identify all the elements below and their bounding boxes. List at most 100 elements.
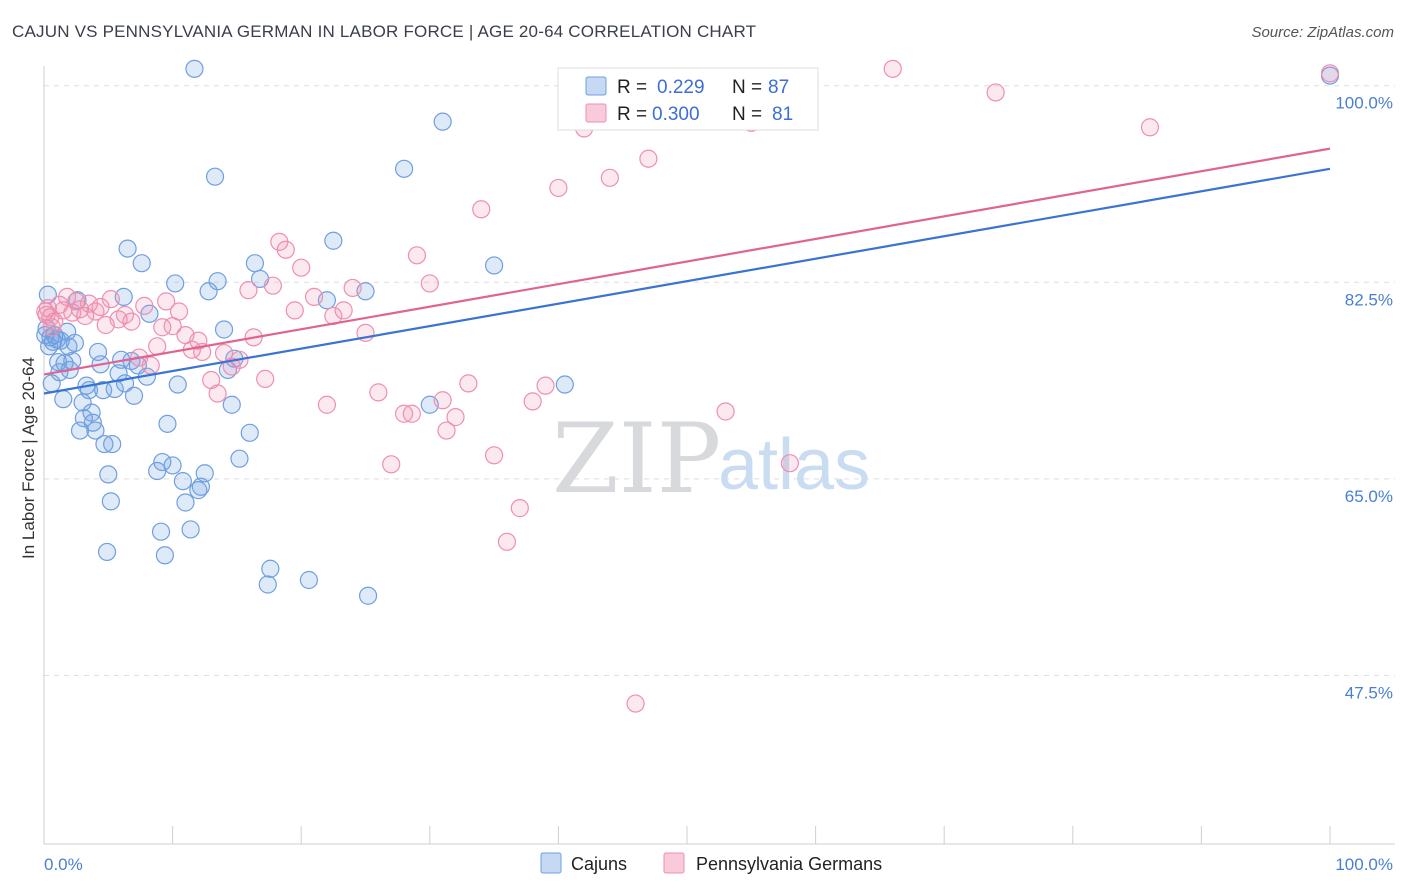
cajuns-point: [153, 452, 172, 472]
pa-germans-point: [1140, 118, 1160, 137]
pa-germans-point: [626, 694, 645, 713]
cajuns-point: [97, 542, 117, 562]
pa-germans-point: [256, 369, 275, 389]
pa-germans-point: [1320, 64, 1340, 83]
bottom-legend-swatch-pa-germans: [663, 852, 685, 874]
legend-r-label-pa-germans: R =: [617, 104, 647, 125]
cajuns-point: [109, 364, 128, 383]
cajuns-point: [103, 434, 122, 454]
cajuns-point: [258, 575, 277, 594]
cajuns-point: [245, 254, 265, 273]
cajuns-point: [299, 570, 319, 590]
pa-germans-point: [135, 296, 154, 315]
pa-germans-point: [433, 391, 452, 410]
pa-germans-point: [263, 276, 283, 295]
cajuns-point: [158, 414, 177, 433]
pa-germans-point: [141, 356, 160, 375]
cajuns-point: [95, 434, 114, 454]
cajuns-point: [124, 386, 144, 405]
legend-r-cajuns: 0.229: [657, 77, 705, 98]
x-tick-labels: 0.0% 100.0%: [44, 855, 1393, 874]
pa-germans-point: [472, 200, 491, 219]
cajuns-point: [195, 464, 214, 483]
pa-germans-point: [208, 384, 227, 403]
cajuns-point: [214, 320, 234, 339]
pa-germans-point: [420, 274, 439, 293]
cajuns-point: [324, 231, 343, 250]
pa-germans-point: [334, 301, 353, 320]
pa-germans-point: [497, 532, 517, 551]
pa-germans-point: [382, 455, 401, 474]
y-tick-label: 47.5%: [1345, 683, 1393, 702]
x-tick-label: 0.0%: [44, 855, 83, 874]
pa-germans-point: [883, 59, 902, 78]
pa-germans-point: [510, 499, 529, 518]
pa-germans-point: [122, 312, 141, 331]
pa-germans-point: [101, 290, 120, 309]
legend-swatch-pa-germans: [585, 103, 607, 123]
cajuns-point: [163, 456, 182, 475]
cajuns-point: [189, 481, 208, 500]
pa-germans-point: [292, 258, 311, 277]
x-tick-label: 100.0%: [1335, 855, 1393, 874]
bottom-legend-cajuns: Cajuns: [571, 854, 627, 874]
cajuns-point: [240, 423, 259, 442]
pa-germans-point: [402, 404, 421, 423]
pa-germans-point: [285, 301, 304, 320]
cajuns-point: [208, 272, 227, 291]
pa-germans-point: [115, 305, 135, 324]
pa-germans-point: [343, 278, 362, 298]
cajuns-point: [181, 520, 200, 539]
pa-germans-point: [523, 392, 542, 411]
pa-germans-point: [369, 383, 388, 402]
cajuns-point: [176, 493, 195, 512]
top-legend: R = 0.229 N = 87 R = 0.300 N = 81: [557, 67, 819, 131]
legend-swatch-cajuns: [585, 76, 607, 96]
pa-germans-point: [716, 402, 735, 421]
cajuns-point: [185, 59, 204, 78]
source-label: Source: ZipAtlas.com: [1251, 24, 1394, 41]
chart-title: CAJUN VS PENNSYLVANIA GERMAN IN LABOR FO…: [12, 22, 757, 41]
pa-germans-point: [780, 454, 799, 473]
watermark-zip: ZIP: [552, 403, 721, 515]
cajuns-point: [101, 492, 120, 511]
y-tick-label: 82.5%: [1345, 290, 1393, 309]
cajuns-point: [65, 333, 84, 353]
cajuns-point: [168, 375, 187, 394]
legend-n-cajuns: 87: [768, 77, 789, 98]
cajuns-point: [358, 586, 378, 605]
bottom-legend-pa-germans: Pennsylvania Germans: [696, 854, 882, 874]
legend-r-pa-germans: 0.300: [652, 104, 700, 125]
cajuns-point: [261, 559, 280, 578]
pa-germans-point: [239, 281, 258, 300]
pa-germans-point: [317, 395, 337, 414]
pa-germans-point: [549, 178, 568, 198]
trend-lines: [43, 147, 1331, 395]
y-tick-label: 65.0%: [1345, 487, 1393, 506]
cajuns-point: [63, 351, 82, 371]
cajuns-point: [433, 112, 452, 131]
pa-germans-point: [148, 337, 167, 356]
legend-n-pa-germans: 81: [772, 104, 793, 125]
cajuns-point: [394, 159, 414, 178]
pa-germans-point: [407, 246, 427, 265]
data-points: [36, 59, 1340, 713]
pa-germans-point: [394, 404, 414, 423]
cajuns-point: [555, 375, 574, 394]
y-tick-labels: 100.0% 82.5% 65.0% 47.5%: [1335, 94, 1393, 703]
cajuns-point: [173, 472, 192, 491]
pa-germans-point: [600, 168, 619, 187]
cajuns-point: [132, 254, 151, 273]
pa-germans-point: [304, 287, 324, 307]
cajuns-point: [118, 239, 137, 258]
cajuns-point: [151, 522, 171, 541]
pa-germans-point: [446, 408, 465, 427]
watermark-atlas: atlas: [718, 425, 870, 505]
pa-germans-point: [169, 302, 189, 321]
cajuns-point: [485, 256, 504, 275]
bottom-legend: Cajuns Pennsylvania Germans: [540, 852, 882, 874]
pa-germans-point: [157, 292, 176, 311]
cajuns-trend-line: [43, 167, 1331, 395]
pa-germans-point: [639, 149, 658, 168]
cajuns-point: [166, 274, 185, 293]
